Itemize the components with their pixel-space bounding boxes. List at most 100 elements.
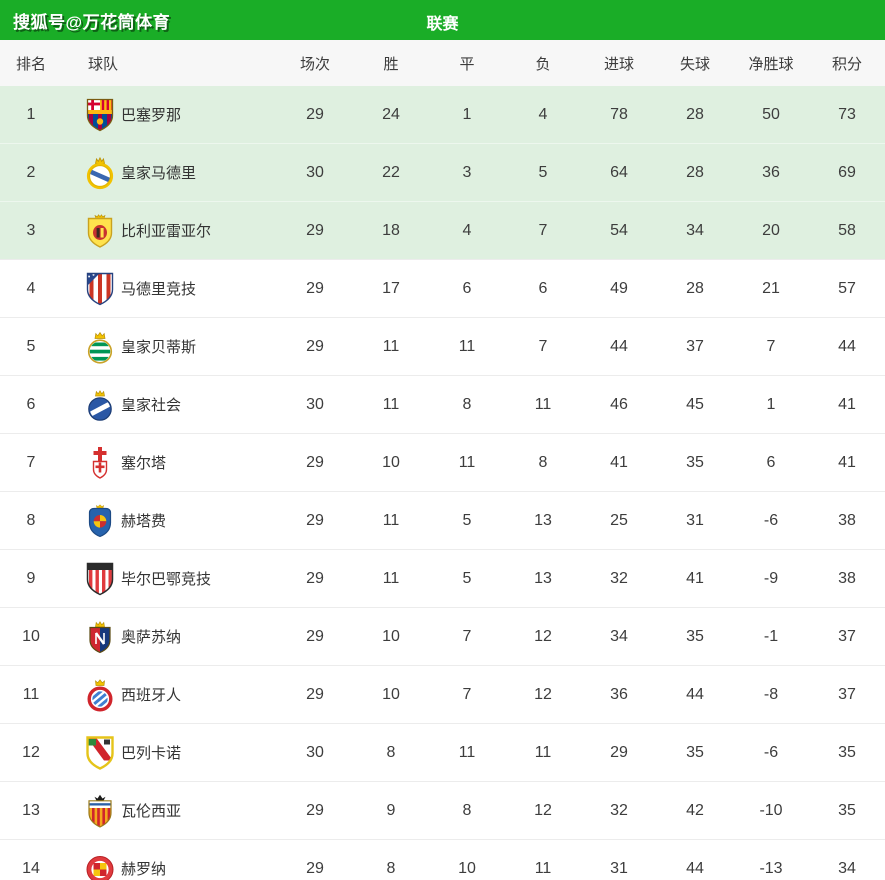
stat-lost-cell: 5 [505, 143, 581, 202]
stat-gf-cell: 44 [581, 317, 657, 376]
stat-ga-cell: 45 [657, 375, 733, 434]
table-row[interactable]: 12 巴列卡诺 30 8 11 11 29 35 -6 35 [0, 723, 885, 782]
stat-gd-cell: 21 [733, 259, 809, 318]
real-sociedad-crest-icon [85, 388, 115, 422]
stat-gd-cell: -6 [733, 723, 809, 782]
team-cell: 西班牙人 [62, 665, 277, 724]
col-header-lost: 负 [505, 40, 581, 86]
team-name: 西班牙人 [121, 687, 182, 704]
stat-ga-cell: 42 [657, 781, 733, 840]
stat-played-cell: 29 [277, 607, 353, 666]
topbar: 搜狐号@万花筒体育 联赛 [0, 0, 885, 40]
stat-lost-cell: 11 [505, 375, 581, 434]
atletico-madrid-crest-icon [85, 272, 115, 306]
table-row[interactable]: 4 马德里竞技 29 17 6 6 49 28 21 57 [0, 259, 885, 318]
stat-drawn-cell: 8 [429, 781, 505, 840]
stat-pts-cell: 37 [809, 665, 885, 724]
stat-pts-cell: 73 [809, 86, 885, 144]
stat-ga-cell: 28 [657, 143, 733, 202]
girona-crest-icon [85, 852, 115, 880]
stat-ga-cell: 41 [657, 549, 733, 608]
table-row[interactable]: 13 瓦伦西亚 29 9 8 12 32 42 -10 35 [0, 781, 885, 840]
stat-drawn-cell: 11 [429, 433, 505, 492]
team-cell: 皇家贝蒂斯 [62, 317, 277, 376]
stat-gf-cell: 32 [581, 549, 657, 608]
col-header-drawn: 平 [429, 40, 505, 86]
col-header-points: 积分 [809, 40, 885, 86]
valencia-crest-icon [85, 794, 115, 828]
stat-pts-cell: 37 [809, 607, 885, 666]
page-title: 联赛 [426, 16, 459, 33]
stat-won-cell: 11 [353, 317, 429, 376]
rank-cell: 8 [0, 491, 62, 550]
stat-played-cell: 30 [277, 723, 353, 782]
table-row[interactable]: 11 西班牙人 29 10 7 12 36 44 -8 37 [0, 665, 885, 724]
stat-gd-cell: 36 [733, 143, 809, 202]
table-row[interactable]: 6 皇家社会 30 11 8 11 46 45 1 41 [0, 375, 885, 434]
stat-lost-cell: 7 [505, 317, 581, 376]
stat-ga-cell: 28 [657, 86, 733, 144]
stat-drawn-cell: 10 [429, 839, 505, 880]
stat-pts-cell: 38 [809, 491, 885, 550]
col-header-goal-diff: 净胜球 [733, 40, 809, 86]
team-name: 皇家马德里 [121, 165, 197, 182]
stat-lost-cell: 11 [505, 839, 581, 880]
stat-gd-cell: -1 [733, 607, 809, 666]
stat-played-cell: 29 [277, 839, 353, 880]
col-header-won: 胜 [353, 40, 429, 86]
stat-pts-cell: 41 [809, 375, 885, 434]
table-row[interactable]: 1 巴塞罗那 29 24 1 4 78 28 50 73 [0, 86, 885, 144]
team-name: 马德里竞技 [121, 281, 197, 298]
stat-ga-cell: 44 [657, 665, 733, 724]
col-header-rank: 排名 [0, 40, 62, 86]
table-row[interactable]: 3 比利亚雷亚尔 29 18 4 7 54 34 20 58 [0, 201, 885, 260]
stat-pts-cell: 44 [809, 317, 885, 376]
col-header-played: 场次 [277, 40, 353, 86]
stat-lost-cell: 6 [505, 259, 581, 318]
col-header-goals-against: 失球 [657, 40, 733, 86]
stat-drawn-cell: 5 [429, 549, 505, 608]
rank-cell: 3 [0, 201, 62, 260]
stat-gd-cell: -9 [733, 549, 809, 608]
stat-drawn-cell: 8 [429, 375, 505, 434]
stat-gf-cell: 64 [581, 143, 657, 202]
stat-played-cell: 29 [277, 201, 353, 260]
stat-won-cell: 11 [353, 375, 429, 434]
table-row[interactable]: 9 毕尔巴鄂竞技 29 11 5 13 32 41 -9 38 [0, 549, 885, 608]
stat-gf-cell: 32 [581, 781, 657, 840]
table-row[interactable]: 8 赫塔费 29 11 5 13 25 31 -6 38 [0, 491, 885, 550]
team-name: 皇家贝蒂斯 [121, 339, 197, 356]
stat-won-cell: 24 [353, 86, 429, 144]
stat-pts-cell: 34 [809, 839, 885, 880]
barcelona-crest-icon [85, 98, 115, 132]
stat-lost-cell: 12 [505, 607, 581, 666]
table-row[interactable]: 14 赫罗纳 29 8 10 11 31 44 -13 34 [0, 839, 885, 880]
stat-pts-cell: 57 [809, 259, 885, 318]
table-row[interactable]: 7 塞尔塔 29 10 11 8 41 35 6 41 [0, 433, 885, 492]
team-cell: 巴列卡诺 [62, 723, 277, 782]
team-name: 奥萨苏纳 [121, 629, 182, 646]
real-madrid-crest-icon [85, 156, 115, 190]
rank-cell: 12 [0, 723, 62, 782]
stat-ga-cell: 37 [657, 317, 733, 376]
rank-cell: 13 [0, 781, 62, 840]
stat-played-cell: 29 [277, 86, 353, 144]
stat-lost-cell: 8 [505, 433, 581, 492]
stat-gf-cell: 31 [581, 839, 657, 880]
athletic-bilbao-crest-icon [85, 562, 115, 596]
stat-drawn-cell: 11 [429, 317, 505, 376]
rank-cell: 2 [0, 143, 62, 202]
table-row[interactable]: 10 奥萨苏纳 29 10 7 12 34 35 -1 37 [0, 607, 885, 666]
stat-ga-cell: 31 [657, 491, 733, 550]
stat-gf-cell: 46 [581, 375, 657, 434]
table-row[interactable]: 2 皇家马德里 30 22 3 5 64 28 36 69 [0, 143, 885, 202]
table-row[interactable]: 5 皇家贝蒂斯 29 11 11 7 44 37 7 44 [0, 317, 885, 376]
team-cell: 赫塔费 [62, 491, 277, 550]
stat-gd-cell: -13 [733, 839, 809, 880]
rank-cell: 9 [0, 549, 62, 608]
stat-lost-cell: 12 [505, 665, 581, 724]
stat-played-cell: 29 [277, 781, 353, 840]
stat-ga-cell: 44 [657, 839, 733, 880]
standings-tbody: 1 巴塞罗那 29 24 1 4 78 28 50 73 2 皇家马德里 30 22 3 5 64 28 3… [0, 86, 885, 880]
stat-gd-cell: 6 [733, 433, 809, 492]
